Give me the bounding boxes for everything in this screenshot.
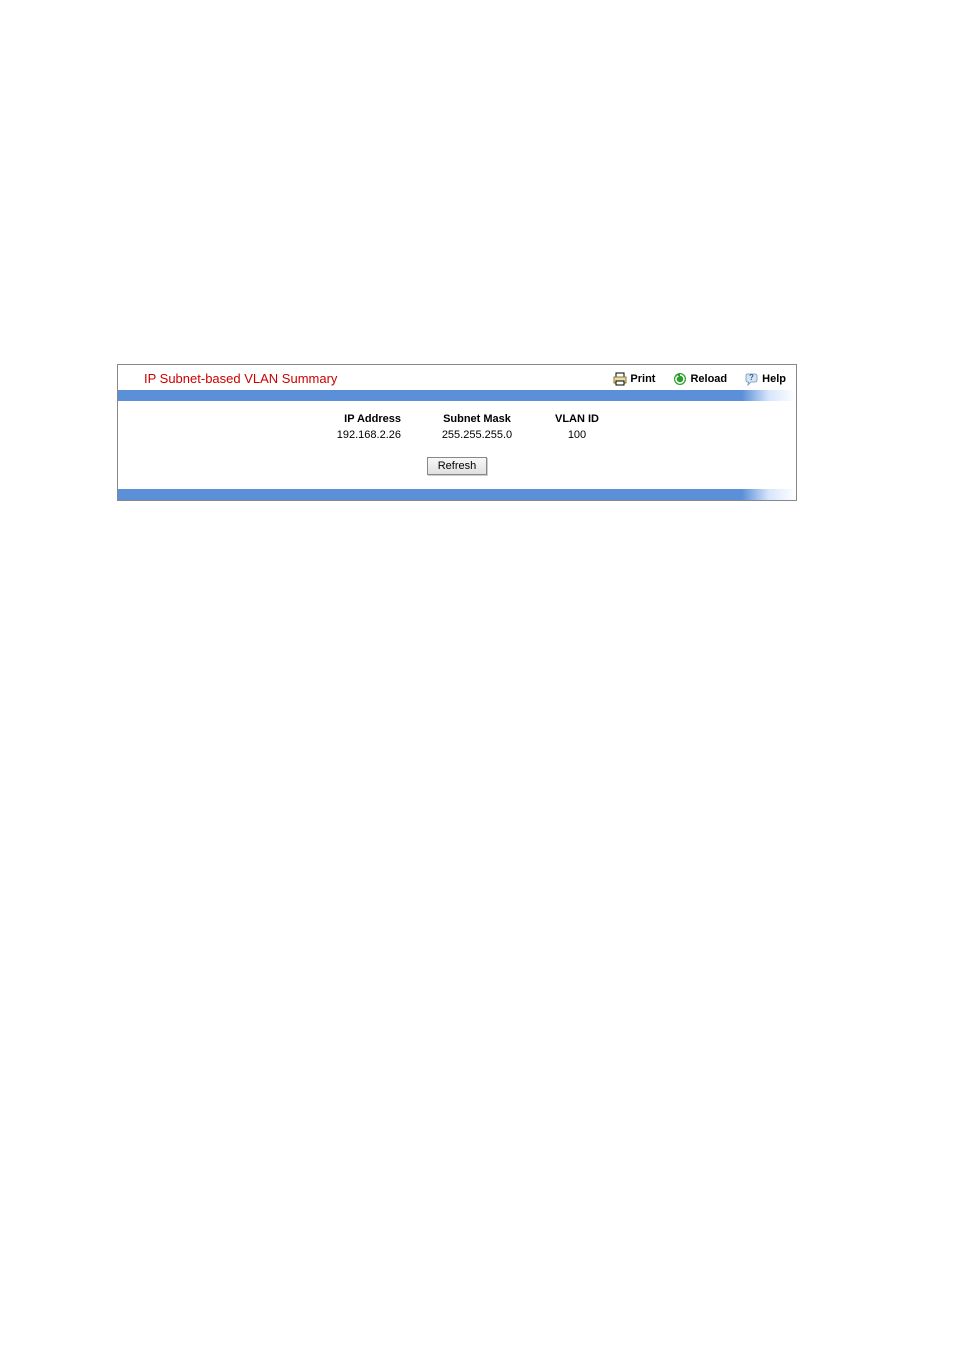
col-header-mask: Subnet Mask	[417, 411, 537, 427]
reload-label: Reload	[690, 373, 727, 385]
cell-vlan: 100	[537, 427, 617, 443]
help-button[interactable]: ? Help	[745, 372, 786, 386]
print-button[interactable]: Print	[613, 372, 655, 386]
col-header-vlan: VLAN ID	[537, 411, 617, 427]
refresh-row: Refresh	[118, 457, 796, 475]
bottom-separator-bar	[118, 489, 796, 500]
cell-ip: 192.168.2.26	[297, 427, 417, 443]
refresh-button[interactable]: Refresh	[427, 457, 488, 475]
table-header-row: IP Address Subnet Mask VLAN ID	[297, 411, 617, 427]
print-label: Print	[630, 373, 655, 385]
panel-header: IP Subnet-based VLAN Summary Print	[118, 365, 796, 390]
reload-button[interactable]: Reload	[673, 372, 727, 386]
svg-text:?: ?	[749, 373, 754, 382]
reload-icon	[673, 372, 687, 386]
print-icon	[613, 372, 627, 386]
help-icon: ?	[745, 372, 759, 386]
col-header-ip: IP Address	[297, 411, 417, 427]
help-label: Help	[762, 373, 786, 385]
page-title: IP Subnet-based VLAN Summary	[144, 371, 613, 386]
cell-mask: 255.255.255.0	[417, 427, 537, 443]
table-row: 192.168.2.26 255.255.255.0 100	[297, 427, 617, 443]
top-separator-bar	[118, 390, 796, 401]
vlan-summary-panel: IP Subnet-based VLAN Summary Print	[117, 364, 797, 501]
toolbar: Print Reload ?	[613, 372, 786, 386]
content-area: IP Address Subnet Mask VLAN ID 192.168.2…	[118, 401, 796, 489]
vlan-table: IP Address Subnet Mask VLAN ID 192.168.2…	[297, 411, 617, 443]
